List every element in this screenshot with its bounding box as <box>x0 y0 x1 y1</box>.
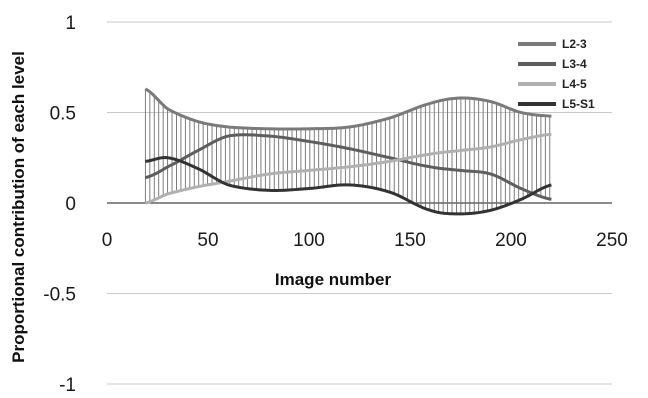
x-axis-title: Image number <box>275 270 392 289</box>
series-line-l5-s1 <box>145 156 552 216</box>
series-line-l4-5 <box>145 132 552 205</box>
legend: L2-3 L3-4 L4-5 L5-S1 <box>518 37 595 111</box>
series-layer <box>144 87 552 216</box>
y-tick-label-4: 1 <box>65 13 76 34</box>
legend-label-l2-3: L2-3 <box>562 37 587 51</box>
x-tick-label-2: 100 <box>293 230 325 251</box>
x-tick-label-1: 50 <box>197 230 218 251</box>
series-line-l3-4 <box>144 133 552 201</box>
legend-label-l5-s1: L5-S1 <box>562 97 595 111</box>
hatch-layer <box>144 88 551 214</box>
y-tick-label-0: -1 <box>59 375 76 396</box>
x-tick-label-4: 200 <box>495 230 527 251</box>
y-tick-label-2: 0 <box>65 194 76 215</box>
tick-layer: -1 -0.5 0 0.5 1 0 50 100 150 200 250 <box>43 13 628 396</box>
series-line-l2-3 <box>144 87 552 131</box>
y-axis-title: Proportional contribution of each level <box>9 51 28 363</box>
x-tick-label-5: 250 <box>596 230 628 251</box>
y-tick-label-3: 0.5 <box>50 104 76 125</box>
legend-label-l4-5: L4-5 <box>562 77 587 91</box>
grid-layer <box>107 21 612 385</box>
legend-label-l3-4: L3-4 <box>562 57 587 71</box>
y-tick-label-1: -0.5 <box>43 285 76 306</box>
x-tick-label-3: 150 <box>394 230 426 251</box>
x-tick-label-0: 0 <box>102 230 113 251</box>
